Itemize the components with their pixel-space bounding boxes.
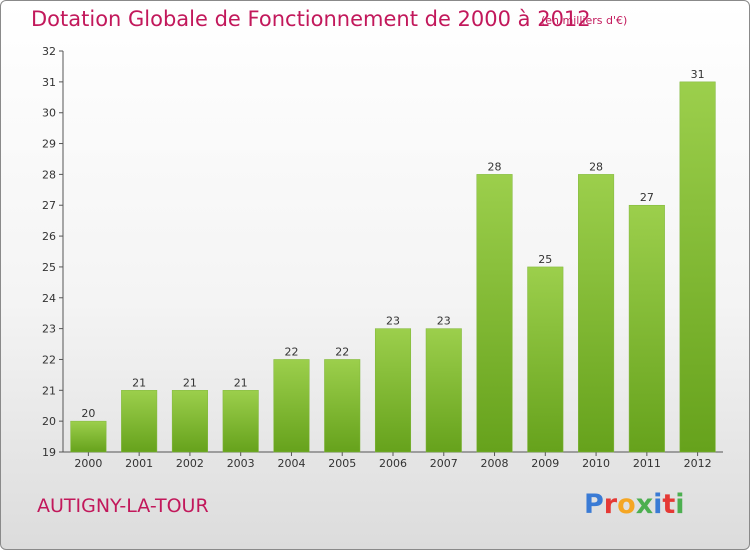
x-tick-label: 2006 [379,457,407,470]
y-tick-label: 20 [42,415,56,428]
y-tick-label: 21 [42,384,56,397]
data-label: 21 [132,376,146,389]
x-tick-label: 2011 [633,457,661,470]
x-tick-label: 2002 [176,457,204,470]
y-tick-label: 29 [42,138,56,151]
chart-subtitle: (en milliers d'€) [541,14,628,27]
bar [70,420,107,453]
data-label: 31 [691,68,705,81]
y-tick-label: 28 [42,168,56,181]
y-tick-label: 25 [42,261,56,274]
bar [324,359,361,453]
x-tick-label: 2008 [481,457,509,470]
bar [476,174,513,453]
y-tick-label: 22 [42,353,56,366]
bars [70,81,716,453]
x-tick-label: 2001 [125,457,153,470]
bar [171,390,208,453]
x-tick-label: 2003 [227,457,255,470]
data-label: 28 [488,160,502,173]
x-tick-label: 2004 [277,457,305,470]
data-label: 21 [183,376,197,389]
x-axis: 2000 2001 2002 2003 2004 2005 2006 2007 2008 2009… [63,451,723,470]
data-label: 22 [335,345,349,358]
data-label: 28 [589,160,603,173]
bar [527,266,564,453]
x-tick-label: 2010 [582,457,610,470]
y-tick-label: 23 [42,323,56,336]
proxiti-logo[interactable]: Proxiti [584,489,685,520]
bar [578,174,615,453]
data-label: 21 [234,376,248,389]
bar [425,328,462,453]
data-label: 22 [284,345,298,358]
chart-title: Dotation Globale de Fonctionnement de 20… [31,7,591,31]
data-label: 25 [538,253,552,266]
y-tick-label: 24 [42,292,56,305]
data-label: 20 [81,407,95,420]
x-tick-label: 2007 [430,457,458,470]
y-tick-label: 27 [42,199,56,212]
y-tick-label: 19 [42,446,56,459]
commune-name: AUTIGNY-LA-TOUR [37,495,209,517]
bar [628,204,665,453]
x-tick-label: 2000 [74,457,102,470]
x-tick-label: 2009 [531,457,559,470]
data-label: 23 [437,315,451,328]
y-tick-label: 31 [42,76,56,89]
data-labels: 20 21 21 21 22 22 23 23 28 25 28 27 31 [81,68,704,420]
bar [121,390,158,453]
bar [679,81,716,453]
y-axis: 19 20 21 22 23 24 25 26 27 28 29 30 31 32 [42,45,64,459]
bar [222,390,259,453]
x-tick-label: 2005 [328,457,356,470]
y-tick-label: 26 [42,230,56,243]
data-label: 23 [386,315,400,328]
bar [273,359,310,453]
data-label: 27 [640,191,654,204]
y-tick-label: 32 [42,45,56,58]
bar [374,328,412,453]
x-tick-label: 2012 [684,457,712,470]
y-tick-label: 30 [42,107,56,120]
